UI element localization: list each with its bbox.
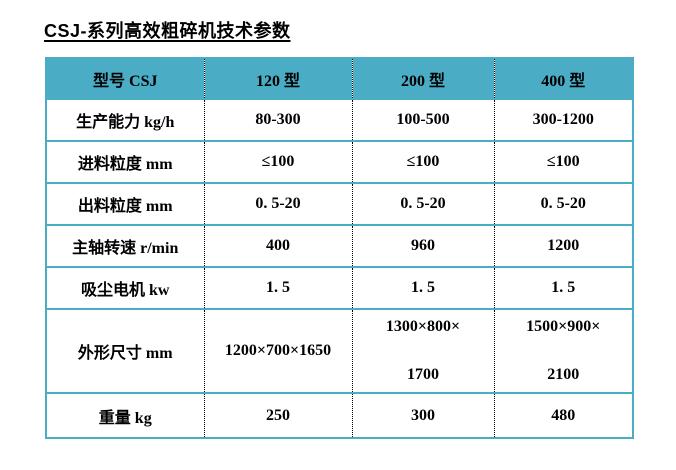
dimension-line1: 1300×800× bbox=[385, 318, 461, 335]
value-cell: ≤100 bbox=[494, 141, 633, 184]
header-cell-model-200: 200 型 bbox=[352, 58, 495, 100]
row-label-cell: 生产能力 kg/h bbox=[46, 99, 205, 142]
value-cell: 960 bbox=[352, 225, 495, 268]
header-cell-model: 型号 CSJ bbox=[46, 58, 205, 100]
value-cell: 1. 5 bbox=[352, 267, 495, 310]
row-label-cell: 吸尘电机 kw bbox=[46, 267, 205, 310]
dimension-line1: 1500×900× bbox=[526, 318, 601, 335]
value-cell: 80-300 bbox=[204, 99, 353, 142]
value-cell: 1. 5 bbox=[494, 267, 633, 310]
table-row-capacity: 生产能力 kg/h 80-300 100-500 300-1200 bbox=[46, 99, 633, 142]
table-row-spindle-speed: 主轴转速 r/min 400 960 1200 bbox=[46, 225, 633, 268]
table-row-output-size: 出料粒度 mm 0. 5-20 0. 5-20 0. 5-20 bbox=[46, 183, 633, 226]
value-cell: 0. 5-20 bbox=[494, 183, 633, 226]
value-cell: ≤100 bbox=[352, 141, 495, 184]
row-label-cell: 重量 kg bbox=[46, 393, 205, 438]
dimension-line1: 1200×700×1650 bbox=[224, 342, 332, 359]
value-cell: 250 bbox=[204, 393, 353, 438]
value-cell: 300-1200 bbox=[494, 99, 633, 142]
value-cell: 1200 bbox=[494, 225, 633, 268]
value-cell: 400 bbox=[204, 225, 353, 268]
value-cell: 0. 5-20 bbox=[204, 183, 353, 226]
table-header-row: 型号 CSJ 120 型 200 型 400 型 bbox=[46, 58, 633, 100]
row-label-cell: 外形尺寸 mm bbox=[46, 309, 205, 394]
value-cell: 0. 5-20 bbox=[352, 183, 495, 226]
spec-table: 型号 CSJ 120 型 200 型 400 型 生产能力 kg/h 80-30… bbox=[45, 57, 634, 439]
value-cell: 1200×700×1650 bbox=[204, 309, 353, 394]
header-cell-model-120: 120 型 bbox=[204, 58, 353, 100]
value-cell: 100-500 bbox=[352, 99, 495, 142]
table-row-weight: 重量 kg 250 300 480 bbox=[46, 393, 633, 438]
table-row-dimensions: 外形尺寸 mm 1200×700×1650 1300×800× 1700 1500… bbox=[46, 309, 633, 394]
value-cell: 480 bbox=[551, 406, 576, 424]
dimension-line2: 2100 bbox=[547, 366, 580, 383]
value-cell: 1500×900× 2100 bbox=[494, 309, 633, 394]
row-label-cell: 进料粒度 mm bbox=[46, 141, 205, 184]
row-label-cell: 出料粒度 mm bbox=[46, 183, 205, 226]
value-cell: ≤100 bbox=[204, 141, 353, 184]
value-cell: 1. 5 bbox=[204, 267, 353, 310]
value-cell: 1300×800× 1700 bbox=[352, 309, 495, 394]
row-label-cell: 主轴转速 r/min bbox=[46, 225, 205, 268]
table-row-dust-motor: 吸尘电机 kw 1. 5 1. 5 1. 5 bbox=[46, 267, 633, 310]
table-row-feed-size: 进料粒度 mm ≤100 ≤100 ≤100 bbox=[46, 141, 633, 184]
value-cell: 300 bbox=[352, 393, 495, 438]
page-title: CSJ-系列高效粗碎机技术参数 bbox=[44, 21, 291, 41]
dimension-line2: 1700 bbox=[407, 366, 439, 383]
spec-table-container: 型号 CSJ 120 型 200 型 400 型 生产能力 kg/h 80-30… bbox=[45, 57, 634, 439]
header-cell-model-400: 400 型 bbox=[494, 58, 633, 100]
